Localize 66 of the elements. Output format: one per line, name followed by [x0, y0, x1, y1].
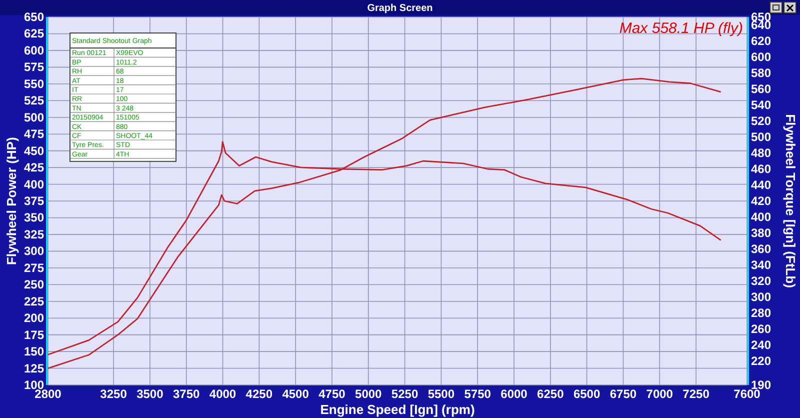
x-tick-label: 5250 [391, 387, 418, 401]
x-tick-label: 3500 [136, 387, 164, 401]
y-tick-label: 475 [24, 127, 44, 142]
x-tick-label: 7000 [646, 387, 674, 401]
x-axis-title: Engine Speed [Ign] (rpm) [320, 402, 475, 417]
y-tick-label: 600 [24, 43, 44, 58]
y2-tick-label: 240 [751, 338, 772, 352]
y-tick-label: 225 [24, 294, 44, 308]
x-tick-label: 6000 [500, 387, 528, 401]
y-tick-label: 575 [24, 60, 44, 74]
y2-tick-label: 580 [751, 66, 772, 80]
y-axis-title: Flywheel Power (HP) [4, 137, 19, 265]
x-tick-label: 3750 [172, 387, 200, 401]
y2-tick-label: 460 [751, 162, 772, 176]
line-series [47, 78, 722, 369]
y-tick-label: 550 [24, 76, 44, 91]
y-tick-label: 175 [24, 328, 44, 342]
y2-tick-label: 300 [751, 290, 772, 304]
y2-tick-label: 280 [751, 306, 772, 320]
y-tick-label: 125 [24, 361, 44, 376]
y2-tick-label: 420 [751, 194, 772, 208]
y2-tick-label: 600 [751, 50, 772, 64]
x-tick-label: 3250 [100, 387, 128, 401]
y2-tick-label: 560 [751, 82, 772, 96]
x-tick-label: 5500 [428, 387, 455, 401]
x-tick-label: 6250 [537, 387, 564, 401]
x-tick-label: 4000 [209, 387, 236, 401]
y2-tick-label: 500 [751, 130, 772, 144]
chart-title: Graph Screen [367, 3, 433, 14]
y2-tick-label: 620 [751, 34, 772, 48]
y2-tick-label: 260 [751, 322, 772, 336]
y-tick-label: 450 [24, 144, 44, 158]
y2-tick-label: 320 [751, 274, 772, 288]
x-tick-label: 6750 [610, 387, 637, 401]
y-tick-label: 275 [24, 260, 44, 275]
y2-tick-label: 220 [751, 354, 772, 368]
y-tick-label: 425 [24, 160, 44, 175]
x-tick-label: 4750 [318, 387, 346, 401]
y2-tick-label: 400 [751, 210, 772, 224]
y-tick-label: 150 [24, 344, 44, 359]
y-tick-label: 200 [24, 311, 44, 326]
y-tick-label: 250 [24, 278, 44, 292]
y-tick-label: 325 [24, 227, 44, 242]
y-tick-label: 625 [24, 26, 44, 41]
y2-tick-label: 380 [751, 226, 772, 240]
y2-tick-label: 540 [751, 98, 772, 112]
x-tick-label: 4250 [246, 387, 273, 401]
y2-tick-label: 480 [751, 146, 772, 160]
x-tick-label: 5750 [464, 387, 492, 401]
x-tick-label: 4500 [282, 387, 310, 401]
y2-axis-title: Flywheel Torque [Ign] (FtLb) [783, 114, 798, 288]
y2-tick-label: 440 [751, 178, 772, 192]
y2-tick-label: 520 [751, 114, 772, 128]
x-tick-label: 5000 [355, 387, 382, 401]
y-tick-label: 375 [24, 194, 44, 208]
y-tick-label: 400 [24, 177, 44, 192]
x-tick-label: 7250 [682, 387, 710, 401]
y-tick-label: 350 [24, 210, 44, 225]
y-tick-label: 300 [24, 244, 44, 258]
y-tick-label: 650 [24, 10, 44, 24]
annotation: Max 558.1 HP (fly) [619, 20, 743, 37]
y2-tick-label: 360 [751, 242, 772, 256]
x-tick-label: 6500 [573, 387, 600, 401]
y-tick-label: 525 [24, 94, 44, 108]
y2-tick-label: 340 [751, 258, 772, 272]
y-tick-label: 500 [24, 110, 44, 124]
